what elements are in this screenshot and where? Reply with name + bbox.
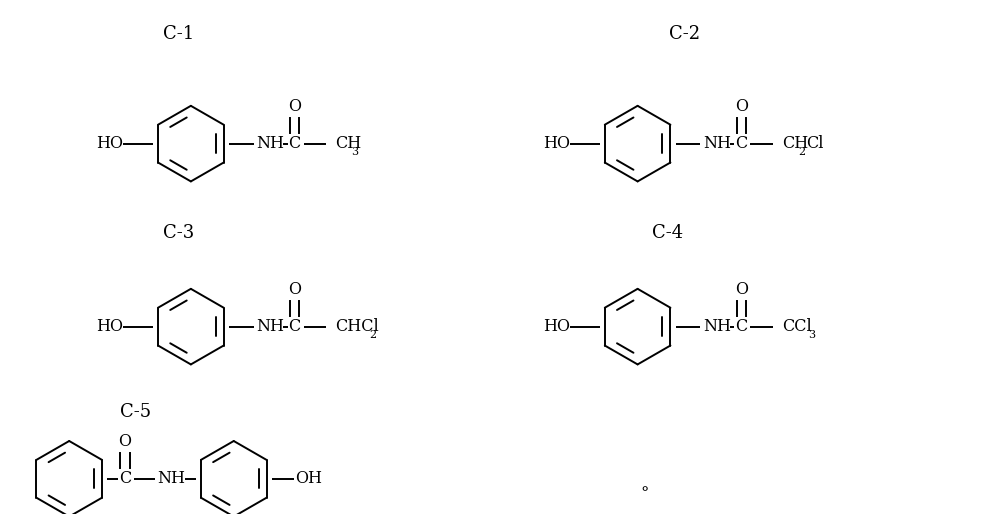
Text: CH: CH xyxy=(335,135,361,152)
Text: O: O xyxy=(735,281,748,298)
Text: C-5: C-5 xyxy=(120,403,152,421)
Text: HO: HO xyxy=(543,135,570,152)
Text: CCl: CCl xyxy=(782,318,812,335)
Text: OH: OH xyxy=(296,470,323,487)
Text: O: O xyxy=(119,434,132,451)
Text: O: O xyxy=(288,98,301,115)
Text: O: O xyxy=(288,281,301,298)
Text: HO: HO xyxy=(543,318,570,335)
Text: HO: HO xyxy=(96,135,123,152)
Text: NH: NH xyxy=(703,135,731,152)
Text: C-4: C-4 xyxy=(652,224,683,242)
Text: NH: NH xyxy=(703,318,731,335)
Text: CHCl: CHCl xyxy=(335,318,379,335)
Text: CH: CH xyxy=(782,135,808,152)
Text: 2: 2 xyxy=(798,147,805,157)
Text: 3: 3 xyxy=(808,330,815,340)
Text: C: C xyxy=(119,470,131,487)
Text: C: C xyxy=(288,135,301,152)
Text: C-3: C-3 xyxy=(163,224,195,242)
Text: C: C xyxy=(735,318,747,335)
Text: Cl: Cl xyxy=(806,135,824,152)
Text: NH: NH xyxy=(256,135,284,152)
Text: NH: NH xyxy=(157,470,185,487)
Text: HO: HO xyxy=(96,318,123,335)
Text: C: C xyxy=(735,135,747,152)
Text: C: C xyxy=(288,318,301,335)
Text: C-2: C-2 xyxy=(669,25,700,43)
Text: NH: NH xyxy=(256,318,284,335)
Text: O: O xyxy=(735,98,748,115)
Text: 3: 3 xyxy=(351,147,359,157)
Text: °: ° xyxy=(640,485,649,502)
Text: C-1: C-1 xyxy=(163,25,195,43)
Text: 2: 2 xyxy=(369,330,376,340)
